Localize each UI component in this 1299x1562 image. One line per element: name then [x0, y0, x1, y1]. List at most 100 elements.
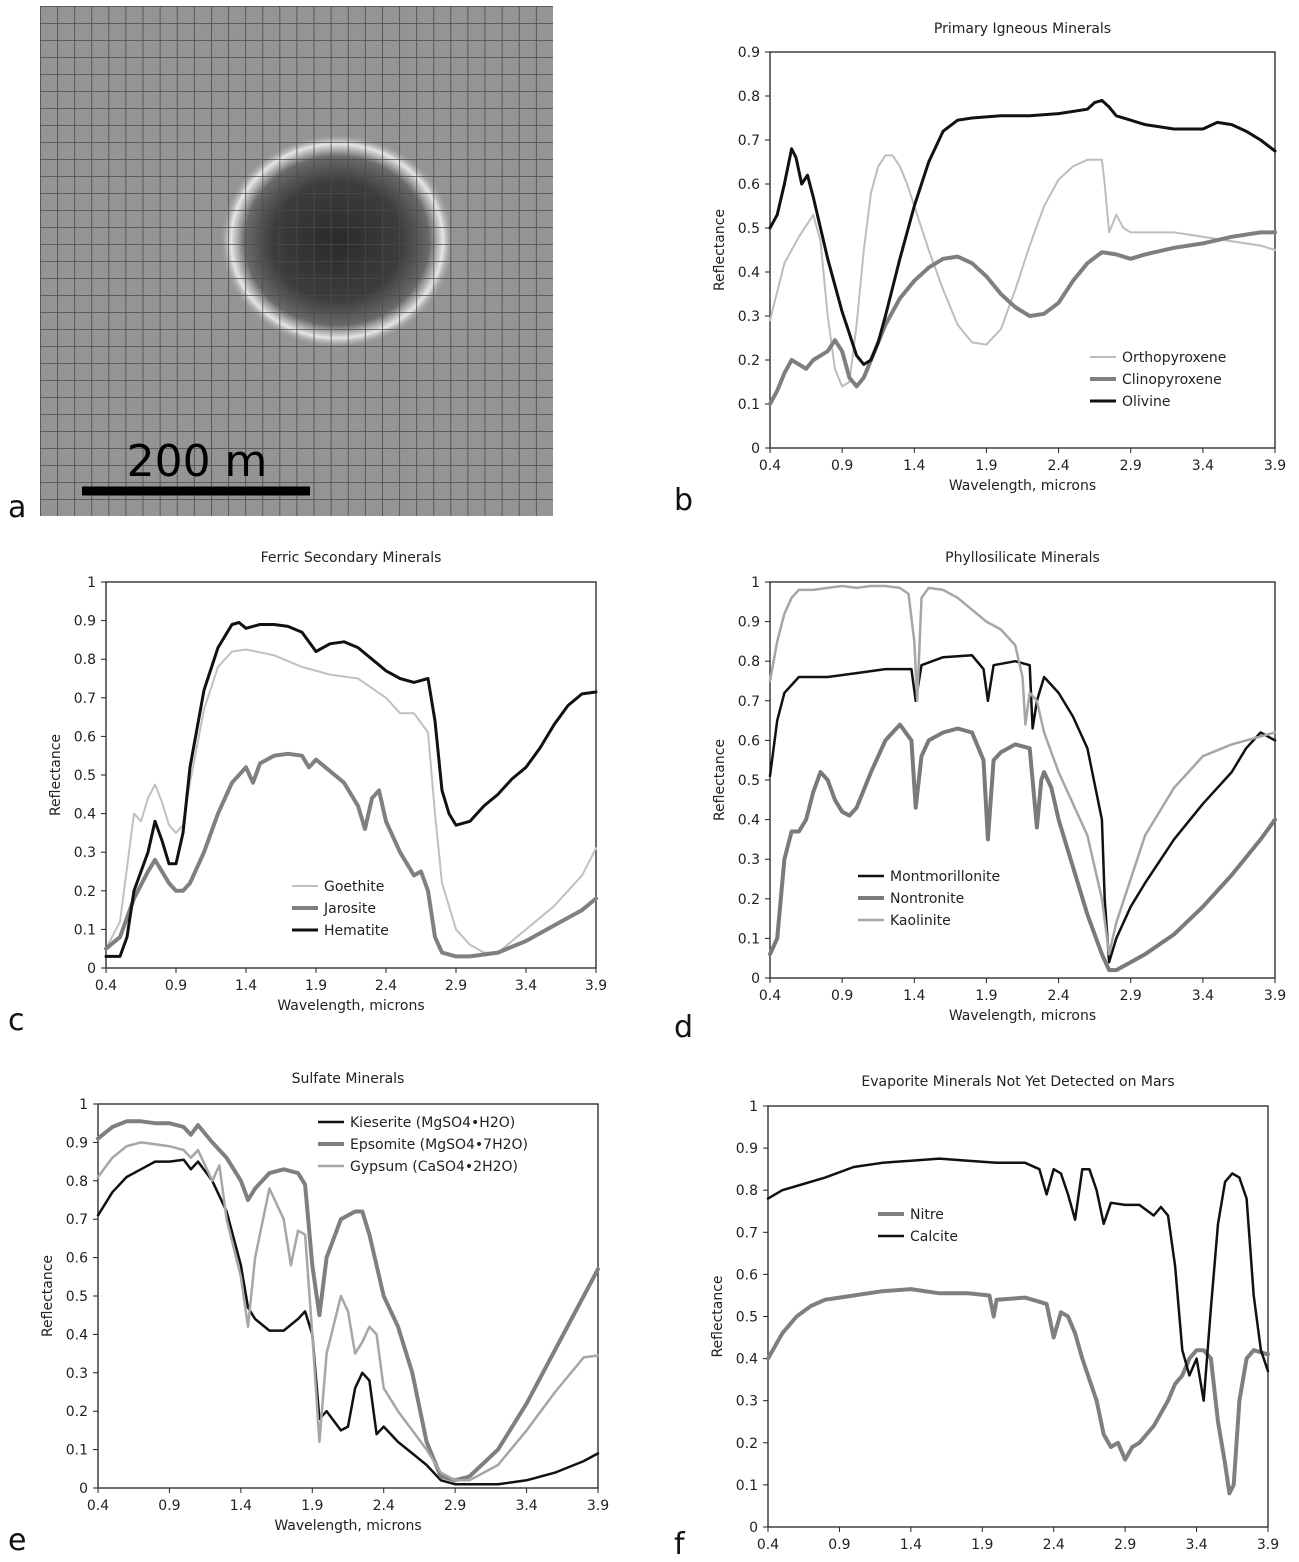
y-tick-label: 0.8 — [74, 652, 96, 668]
x-tick-label: 2.9 — [444, 1498, 466, 1514]
y-tick-label: 0.8 — [66, 1174, 88, 1190]
x-tick-label: 0.9 — [165, 978, 187, 994]
y-tick-label: 1 — [87, 575, 96, 591]
x-tick-label: 0.4 — [759, 988, 781, 1004]
x-tick-label: 0.9 — [158, 1498, 180, 1514]
x-tick-label: 1.4 — [903, 988, 925, 1004]
panel-label-b: b — [674, 483, 694, 518]
legend-label: Nontronite — [890, 891, 964, 907]
x-tick-label: 1.9 — [975, 458, 997, 474]
legend-label: Orthopyroxene — [1122, 350, 1226, 366]
chart-title: Ferric Secondary Minerals — [261, 550, 442, 566]
series-line-calcite — [766, 1157, 1270, 1402]
legend-label: Gypsum (CaSO4•2H2O) — [350, 1159, 518, 1175]
x-tick-label: 0.9 — [828, 1537, 850, 1553]
plot-frame — [769, 51, 1276, 449]
legend-label: Calcite — [910, 1229, 958, 1245]
series-line-kieserite — [96, 1158, 600, 1486]
y-tick-label: 0.4 — [738, 265, 760, 281]
legend-label: Olivine — [1122, 394, 1170, 410]
y-tick-label: 0 — [749, 1520, 758, 1536]
y-tick-label: 0.1 — [74, 922, 96, 938]
crater-photo-svg: 200 m — [40, 6, 553, 516]
chart-ferric-secondary: Ferric Secondary Minerals 0 0.1 0.2 0.3 0.4 0.… — [48, 550, 607, 1014]
legend-label: Nitre — [910, 1207, 944, 1223]
x-tick-label: 0.9 — [831, 458, 853, 474]
y-tick-label: 0.8 — [738, 654, 760, 670]
panel-label-e: e — [8, 1523, 27, 1558]
y-tick-label: 0.5 — [736, 1310, 758, 1326]
y-tick-label: 0.3 — [738, 852, 760, 868]
x-tick-label: 3.9 — [1264, 988, 1286, 1004]
x-tick-label: 1.9 — [305, 978, 327, 994]
y-tick-label: 0.5 — [738, 773, 760, 789]
panel-label-a: a — [8, 490, 27, 525]
x-tick-label: 0.4 — [87, 1498, 109, 1514]
y-tick-label: 1 — [79, 1097, 88, 1113]
y-tick-label: 0.5 — [66, 1289, 88, 1305]
chart-evaporite: Evaporite Minerals Not Yet Detected on M… — [710, 1074, 1279, 1553]
legend-label: Kaolinite — [890, 913, 951, 929]
series-line-hematite — [104, 621, 598, 958]
y-tick-label: 0.4 — [738, 813, 760, 829]
y-tick-label: 0.4 — [736, 1352, 758, 1368]
y-axis-label: Reflectance — [712, 739, 728, 821]
y-tick-label: 0.6 — [66, 1251, 88, 1267]
x-tick-label: 3.4 — [515, 978, 537, 994]
y-tick-label: 0.2 — [738, 353, 760, 369]
y-tick-label: 0.2 — [736, 1436, 758, 1452]
x-axis-label: Wavelength, microns — [949, 1008, 1096, 1024]
chart-title: Phyllosilicate Minerals — [945, 550, 1100, 566]
x-tick-label: 2.4 — [1047, 988, 1069, 1004]
panel-label-c: c — [8, 1003, 25, 1038]
y-axis-label: Reflectance — [712, 209, 728, 291]
y-tick-label: 0 — [751, 971, 760, 987]
series-line-olivine — [768, 98, 1277, 366]
x-axis-label: Wavelength, microns — [274, 1518, 421, 1534]
x-tick-label: 2.4 — [375, 978, 397, 994]
x-tick-label: 1.9 — [971, 1537, 993, 1553]
x-tick-label: 0.4 — [759, 458, 781, 474]
x-tick-label: 0.9 — [831, 988, 853, 1004]
y-tick-label: 0.9 — [738, 615, 760, 631]
x-tick-label: 1.4 — [230, 1498, 252, 1514]
y-tick-label: 0.3 — [66, 1366, 88, 1382]
y-tick-label: 0.6 — [74, 729, 96, 745]
y-axis-label: Reflectance — [40, 1255, 56, 1337]
x-tick-label: 2.9 — [1120, 458, 1142, 474]
series-line-gypsum — [96, 1141, 600, 1482]
panel-label-d: d — [674, 1010, 694, 1045]
y-tick-label: 0.7 — [738, 133, 760, 149]
legend-label: Jarosite — [323, 901, 376, 917]
y-tick-label: 0.4 — [74, 807, 96, 823]
y-tick-label: 0.9 — [738, 45, 760, 61]
series-line-clinopyroxene — [768, 230, 1277, 406]
x-tick-label: 1.9 — [301, 1498, 323, 1514]
x-tick-label: 3.4 — [1192, 458, 1214, 474]
y-tick-label: 1 — [751, 575, 760, 591]
y-tick-label: 0.5 — [74, 768, 96, 784]
x-axis-label: Wavelength, microns — [949, 478, 1096, 494]
y-tick-label: 0.6 — [738, 733, 760, 749]
series-line-nitre — [766, 1287, 1270, 1496]
y-tick-label: 0.2 — [738, 892, 760, 908]
panel-label-f: f — [674, 1527, 685, 1562]
series-line-montmorillonite — [768, 654, 1277, 964]
legend-label: Hematite — [324, 923, 389, 939]
y-tick-label: 1 — [749, 1099, 758, 1115]
x-tick-label: 0.4 — [757, 1537, 779, 1553]
y-tick-label: 0.7 — [738, 694, 760, 710]
y-tick-label: 0.7 — [736, 1225, 758, 1241]
series-line-orthopyroxene — [769, 154, 1276, 388]
photo-grid — [40, 6, 553, 516]
legend-label: Montmorillonite — [890, 869, 1000, 885]
y-tick-label: 0.1 — [738, 931, 760, 947]
legend-label: Clinopyroxene — [1122, 372, 1222, 388]
x-tick-label: 3.4 — [515, 1498, 537, 1514]
y-tick-label: 0.6 — [738, 177, 760, 193]
x-tick-label: 3.9 — [587, 1498, 609, 1514]
legend-label: Kieserite (MgSO4•H2O) — [350, 1115, 515, 1131]
scale-bar-label: 200 m — [127, 436, 268, 487]
y-tick-label: 0.8 — [738, 89, 760, 105]
